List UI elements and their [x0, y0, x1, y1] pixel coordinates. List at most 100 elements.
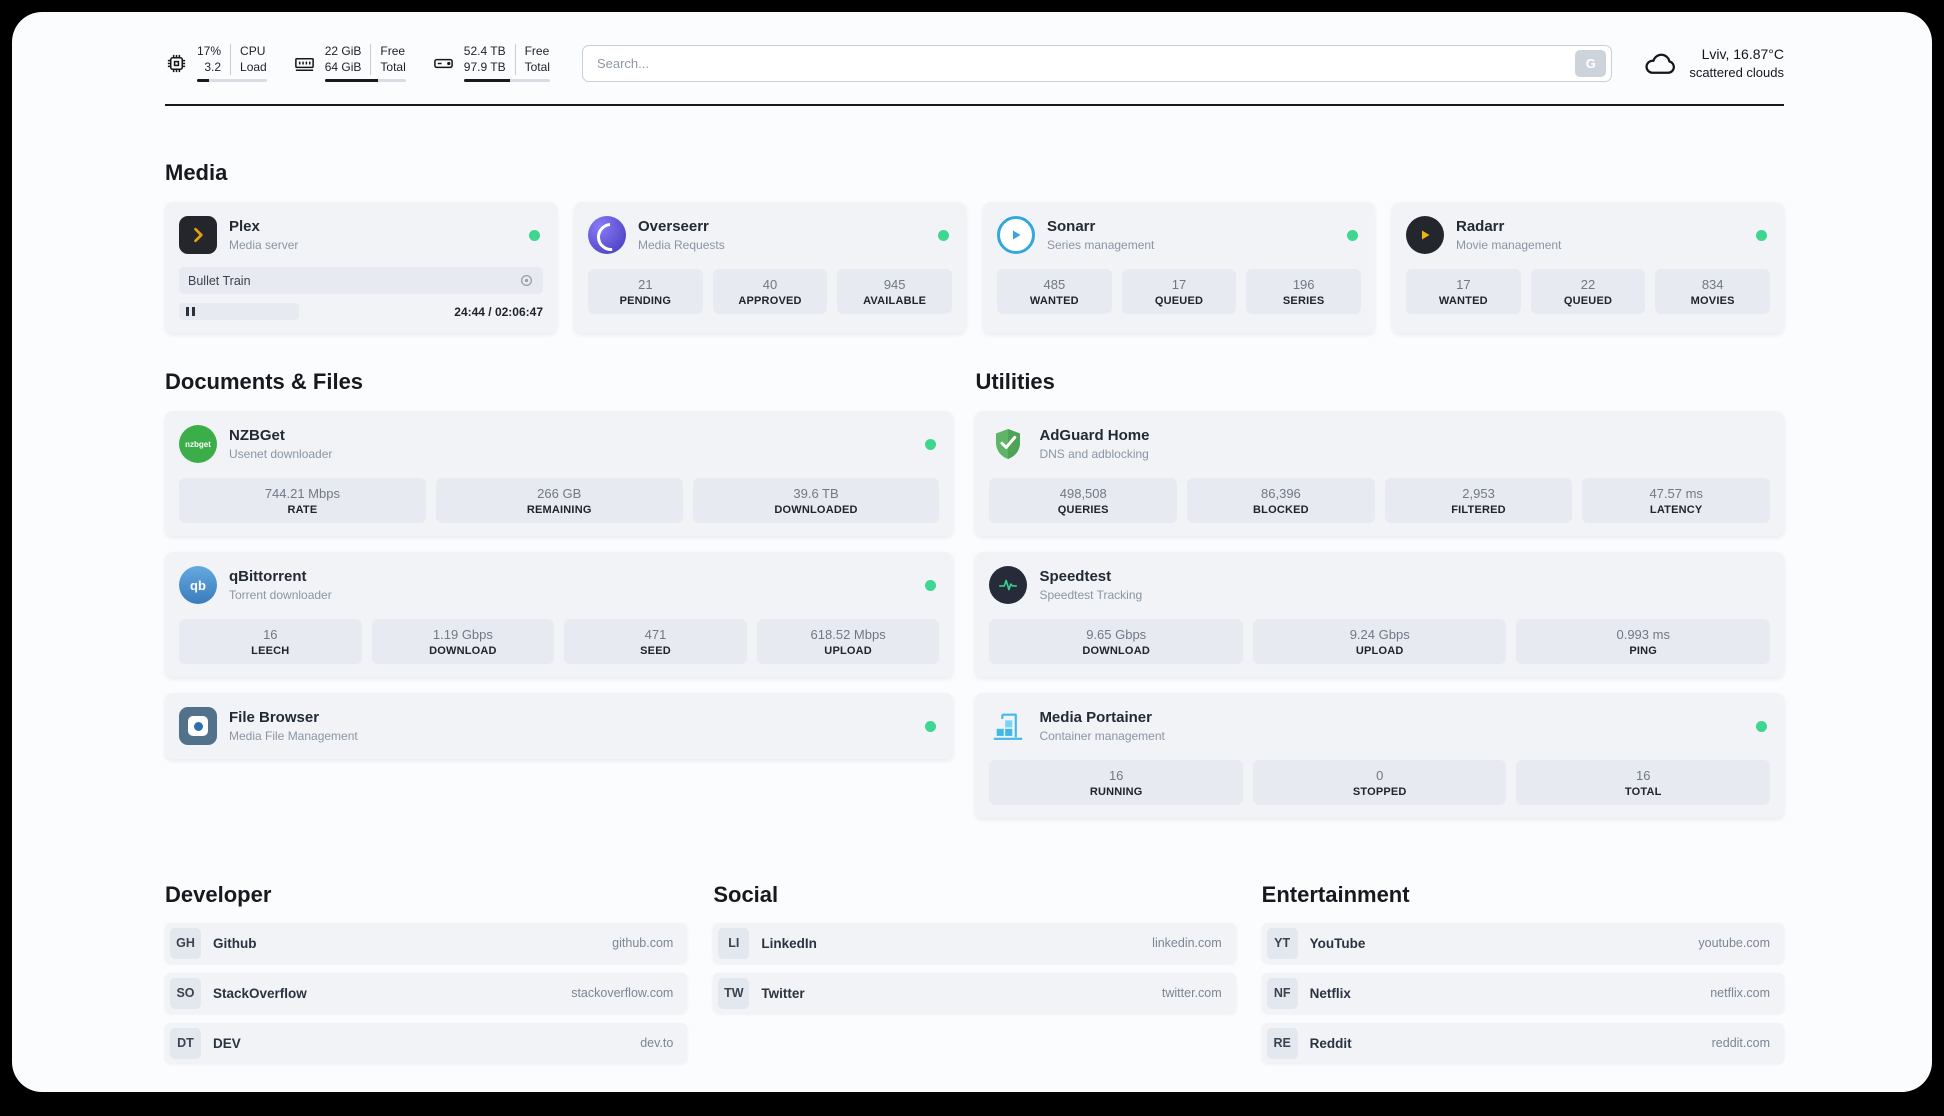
- adguard-card[interactable]: AdGuard Home DNS and adblocking 498,508 …: [975, 411, 1784, 537]
- link-netflix[interactable]: NF Netflix netflix.com: [1261, 973, 1784, 1014]
- service-name: NZBGet: [229, 427, 285, 445]
- cloud-icon: [1642, 45, 1678, 81]
- filebrowser-icon: [179, 707, 217, 746]
- stat-remaining: 266 GB REMAINING: [435, 478, 683, 524]
- section-title-entertainment: Entertainment: [1261, 882, 1410, 908]
- stat-value: 47.57 ms: [1649, 486, 1703, 502]
- service-subtitle: Series management: [1047, 238, 1155, 253]
- portainer-crane-icon: [989, 707, 1027, 745]
- link-github[interactable]: GH Github github.com: [165, 923, 688, 964]
- service-name: Sonarr: [1047, 218, 1096, 236]
- memory-progress-bar: [324, 79, 406, 83]
- stat-blocked: 86,396 BLOCKED: [1187, 478, 1375, 524]
- entertainment-column: Entertainment YT YouTube youtube.com NF …: [1261, 882, 1784, 1064]
- section-title-social: Social: [713, 882, 779, 908]
- utilities-column: Utilities AdGuard Home: [975, 369, 1784, 819]
- overseerr-card[interactable]: Overseerr Media Requests 21 PENDING 40 A…: [574, 202, 966, 334]
- service-subtitle: Speedtest Tracking: [1039, 588, 1143, 603]
- stat-value: 17: [1171, 277, 1187, 293]
- dashboard-page: 17% 3.2 CPU Load: [12, 12, 1932, 1092]
- sonarr-card[interactable]: Sonarr Series management 485 WANTED 17 Q…: [983, 202, 1375, 334]
- stat-value: 9.65 Gbps: [1086, 627, 1147, 643]
- netflix-badge-icon: NF: [1266, 977, 1298, 1009]
- link-domain: reddit.com: [1711, 1036, 1770, 1051]
- linkedin-badge-icon: LI: [718, 927, 750, 959]
- speedtest-card[interactable]: Speedtest Speedtest Tracking 9.65 Gbps D…: [975, 552, 1784, 678]
- link-reddit[interactable]: RE Reddit reddit.com: [1261, 1023, 1784, 1064]
- pause-icon[interactable]: [186, 307, 195, 317]
- service-name: qBittorrent: [229, 568, 307, 586]
- stat-total: 16 TOTAL: [1516, 760, 1770, 806]
- search-engine-button[interactable]: G: [1575, 49, 1607, 77]
- stat-label: BLOCKED: [1253, 504, 1309, 517]
- link-linkedin[interactable]: LI LinkedIn linkedin.com: [713, 923, 1236, 964]
- link-name: StackOverflow: [213, 985, 307, 1001]
- section-title-utilities: Utilities: [975, 369, 1055, 395]
- link-stackoverflow[interactable]: SO StackOverflow stackoverflow.com: [165, 973, 688, 1014]
- cpu-load-value: 3.2: [204, 59, 222, 74]
- playback-progress-bar[interactable]: [179, 303, 300, 321]
- status-dot: [938, 229, 949, 241]
- stat-label: APPROVED: [738, 295, 802, 308]
- memory-free-value: 22 GiB: [324, 44, 362, 58]
- cpu-label-bottom: Load: [240, 59, 267, 74]
- service-name: Overseerr: [638, 218, 709, 236]
- disk-label-top: Free: [524, 44, 550, 58]
- link-youtube[interactable]: YT YouTube youtube.com: [1261, 923, 1784, 964]
- link-name: Github: [213, 935, 257, 951]
- portainer-card[interactable]: Media Portainer Container management 16 …: [975, 693, 1784, 819]
- service-subtitle: Usenet downloader: [229, 447, 333, 462]
- settings-gear-icon[interactable]: [519, 273, 534, 288]
- stat-value: 40: [762, 277, 778, 293]
- link-domain: linkedin.com: [1152, 936, 1222, 951]
- stat-label: DOWNLOADED: [774, 504, 858, 517]
- link-name: DEV: [213, 1035, 241, 1051]
- stat-value: 618.52 Mbps: [810, 627, 886, 643]
- nzbget-card[interactable]: nzbget NZBGet Usenet downloader 744.21 M…: [165, 411, 954, 537]
- qbittorrent-card[interactable]: qb qBittorrent Torrent downloader 16 LEE…: [165, 552, 954, 678]
- search-input[interactable]: [581, 44, 1613, 82]
- link-domain: netflix.com: [1710, 986, 1770, 1001]
- stat-label: STOPPED: [1352, 786, 1407, 799]
- stat-value: 17: [1456, 277, 1471, 293]
- playback-time: 24:44 / 02:06:47: [454, 304, 543, 319]
- plex-icon: [179, 216, 217, 255]
- weather-location: Lviv, 16.87°C: [1701, 46, 1784, 63]
- stat-label: FILTERED: [1451, 504, 1506, 517]
- stat-label: DOWNLOAD: [429, 645, 497, 658]
- stat-label: QUEUED: [1563, 295, 1613, 308]
- filebrowser-card[interactable]: File Browser Media File Management: [165, 693, 954, 760]
- memory-label-top: Free: [380, 44, 406, 58]
- service-name: Radarr: [1456, 218, 1505, 236]
- qbittorrent-icon-text: qb: [190, 577, 206, 593]
- link-domain: stackoverflow.com: [571, 986, 674, 1001]
- speedtest-icon: [989, 566, 1028, 605]
- stat-value: 86,396: [1261, 486, 1301, 502]
- stat-filtered: 2,953 FILTERED: [1384, 478, 1573, 524]
- stat-label: PING: [1629, 645, 1658, 658]
- service-name: Media Portainer: [1039, 709, 1152, 727]
- stat-queued: 17 QUEUED: [1121, 269, 1237, 315]
- disk-drive-icon: [432, 52, 455, 75]
- link-dev[interactable]: DT DEV dev.to: [165, 1023, 688, 1064]
- radarr-card[interactable]: Radarr Movie management 17 WANTED 22 QUE…: [1392, 202, 1784, 334]
- radarr-icon: [1406, 216, 1444, 255]
- link-twitter[interactable]: TW Twitter twitter.com: [713, 973, 1236, 1014]
- service-subtitle: Media Requests: [638, 238, 725, 253]
- stat-value: 16: [1108, 768, 1124, 784]
- weather-widget: Lviv, 16.87°C scattered clouds: [1642, 45, 1784, 81]
- cpu-chip-icon: [165, 52, 188, 75]
- status-dot: [1756, 229, 1767, 241]
- youtube-badge-icon: YT: [1266, 927, 1298, 959]
- stat-value: 471: [644, 627, 667, 643]
- service-name: Speedtest: [1039, 568, 1112, 586]
- stat-label: WANTED: [1029, 295, 1079, 308]
- plex-card[interactable]: Plex Media server Bullet Train 24:44 / 0: [165, 202, 557, 334]
- stat-value: 16: [263, 627, 278, 643]
- link-name: Reddit: [1309, 1035, 1352, 1051]
- stat-value: 1.19 Gbps: [432, 627, 493, 643]
- stat-running: 16 RUNNING: [989, 760, 1243, 806]
- search-container: G: [581, 44, 1613, 82]
- stat-label: SERIES: [1282, 295, 1325, 308]
- link-domain: dev.to: [640, 1036, 674, 1051]
